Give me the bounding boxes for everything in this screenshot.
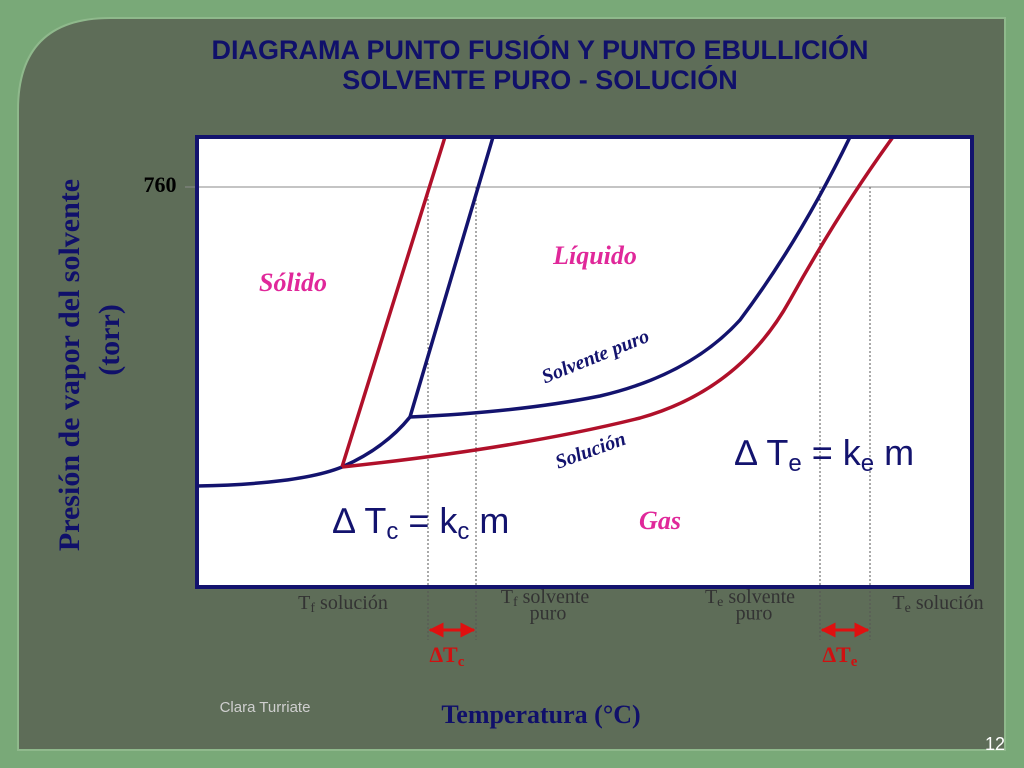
x-label: Te solvente	[705, 586, 795, 611]
title-line: DIAGRAMA PUNTO FUSIÓN Y PUNTO EBULLICIÓN	[211, 34, 868, 65]
page-number: 12	[985, 734, 1005, 754]
curves	[196, 135, 895, 488]
x-labels: Tf solución Tf solvente puro Te solvente…	[298, 586, 983, 625]
x-label: Tf solución	[298, 592, 388, 617]
region-label: Sólido	[259, 268, 327, 297]
x-axis-label: Temperatura (°C)	[441, 700, 640, 729]
delta-label: ∆Tc	[430, 642, 465, 670]
plot-frame	[195, 135, 974, 589]
x-label: puro	[736, 603, 773, 625]
delta-label: ∆Te	[823, 642, 858, 670]
region-label: Gas	[639, 506, 681, 535]
title-line: SOLVENTE PURO - SOLUCIÓN	[342, 64, 738, 95]
region-label: Líquido	[552, 241, 637, 270]
y-tick-label: 760	[144, 172, 177, 197]
x-label: Tf solvente	[501, 586, 590, 611]
formula: ∆ Tc = kc m	[333, 500, 509, 546]
guide-lines	[427, 187, 871, 640]
author: Clara Turriate	[220, 699, 311, 716]
formula: ∆ Te = ke m	[735, 432, 914, 478]
y-axis-label: Presión de vapor del solvente	[53, 179, 86, 551]
x-label: Te solución	[892, 592, 983, 617]
y-axis-label: (torr)	[93, 304, 126, 376]
x-label: puro	[530, 603, 567, 625]
